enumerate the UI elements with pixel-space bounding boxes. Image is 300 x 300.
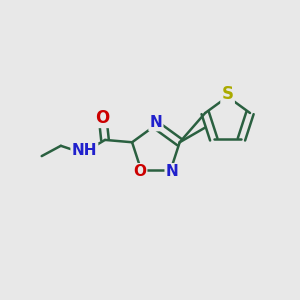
Text: O: O xyxy=(95,109,110,127)
Text: N: N xyxy=(149,115,162,130)
Text: S: S xyxy=(222,85,234,103)
Text: O: O xyxy=(133,164,146,179)
Text: N: N xyxy=(166,164,178,179)
Text: NH: NH xyxy=(72,143,97,158)
